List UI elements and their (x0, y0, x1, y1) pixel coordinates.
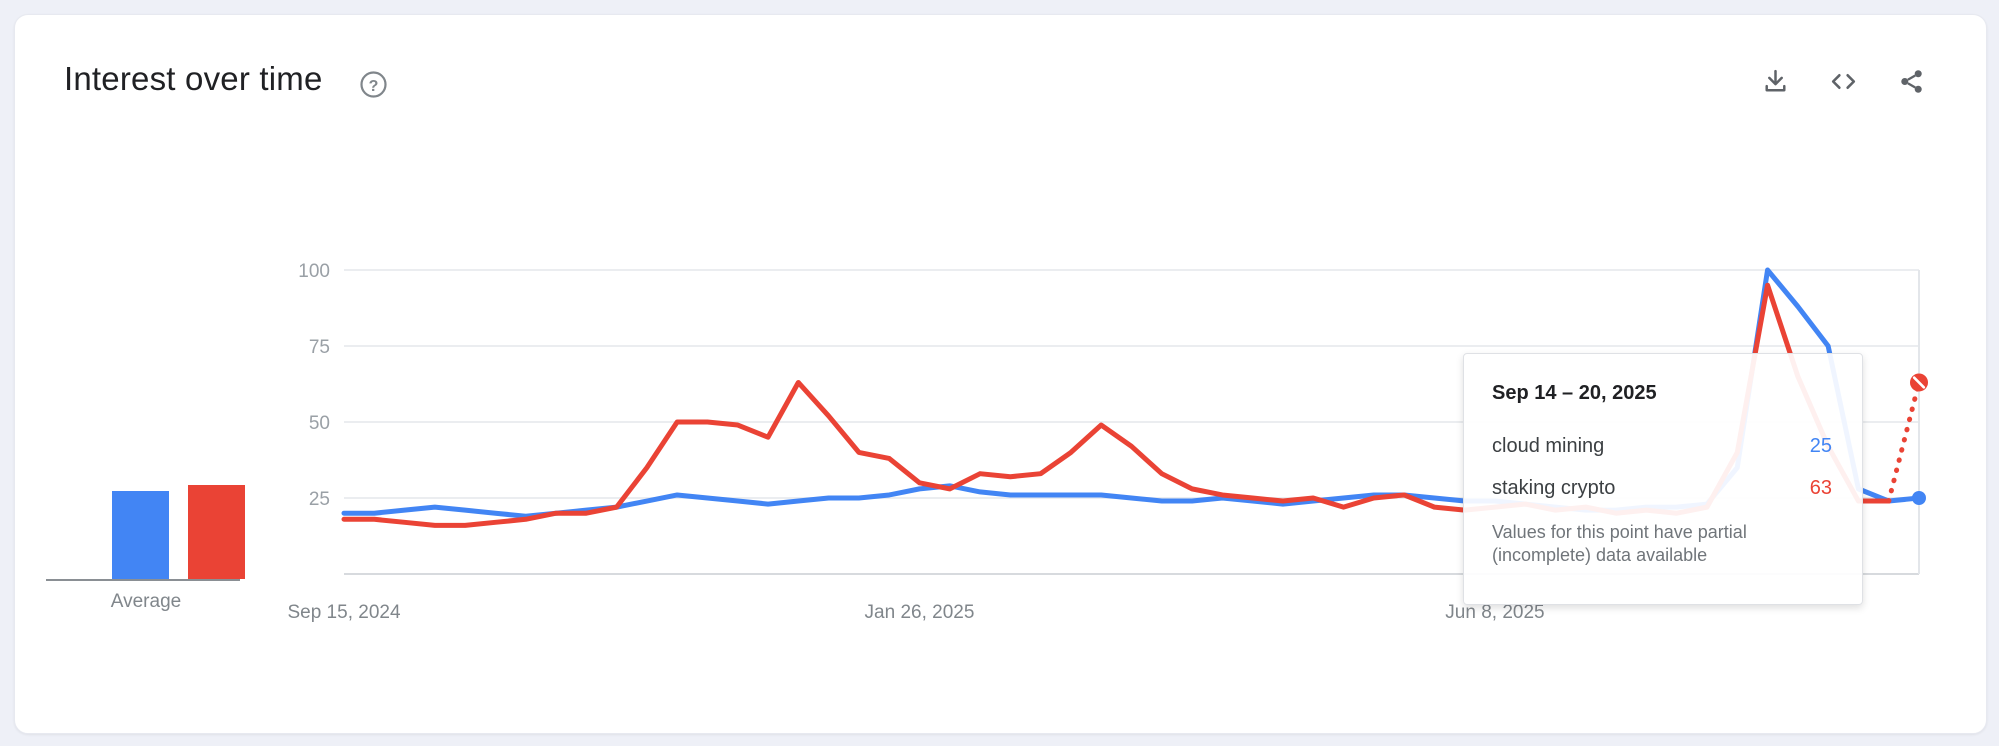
share-button[interactable] (1896, 66, 1927, 97)
tooltip-series-value: 25 (1809, 434, 1832, 457)
tooltip-date-range: Sep 14 – 20, 2025 (1492, 382, 1657, 404)
average-bar-cloud-mining (112, 490, 169, 579)
tooltip-series-label: staking crypto (1492, 476, 1616, 499)
average-label: Average (110, 591, 182, 612)
download-button[interactable] (1760, 66, 1791, 97)
series-partial-segment (1886, 379, 1922, 504)
y-tick-label: 75 (309, 337, 330, 358)
help-icon[interactable]: ? (358, 69, 389, 100)
tooltip-row-cloud-mining: cloud mining 25 (1492, 425, 1832, 467)
partial-data-marker-icon (1910, 373, 1928, 392)
y-tick-label: 100 (298, 261, 330, 282)
download-icon (1765, 69, 1786, 92)
x-tick-label: Jan 26, 2025 (865, 602, 975, 623)
tooltip-series-value: 63 (1809, 476, 1832, 499)
y-tick-label: 25 (309, 489, 330, 510)
embed-button[interactable] (1828, 66, 1859, 97)
tooltip-row-staking-crypto: staking crypto 63 (1492, 467, 1832, 509)
average-baseline (46, 579, 240, 581)
x-tick-label: Jun 8, 2025 (1445, 602, 1544, 623)
share-icon (1901, 70, 1922, 93)
chart-tooltip: Sep 14 – 20, 2025 cloud mining 25 stakin… (1463, 353, 1863, 605)
chart-actions (1760, 66, 1927, 97)
end-point-marker (1912, 491, 1926, 505)
x-tick-label: Sep 15, 2024 (287, 602, 400, 623)
tooltip-partial-note: Values for this point have partial (inco… (1492, 522, 1747, 566)
code-icon (1831, 74, 1856, 89)
page-title: Interest over time (64, 60, 323, 97)
tooltip-series-label: cloud mining (1492, 434, 1605, 457)
help-glyph: ? (369, 78, 379, 95)
average-bar-staking-crypto (188, 484, 245, 579)
y-tick-label: 50 (309, 413, 330, 434)
